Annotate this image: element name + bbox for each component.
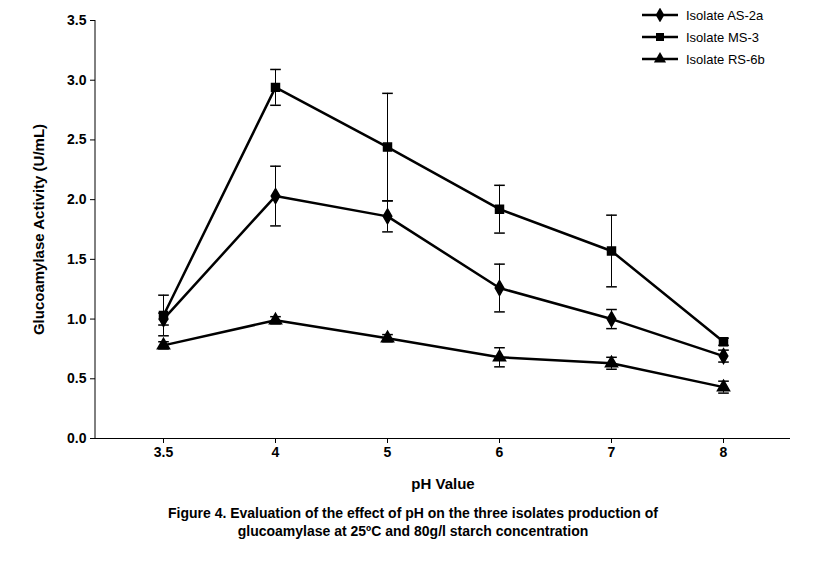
html-text:Isolate AS-2a: Isolate AS-2a — [686, 7, 764, 23]
svg-text:7: 7 — [608, 444, 616, 460]
html-text:Figure 4. Evaluation of the ef: Figure 4. Evaluation of the effect of pH… — [168, 505, 658, 539]
svg-text:2.5: 2.5 — [67, 131, 87, 147]
svg-text:3.0: 3.0 — [67, 72, 87, 88]
svg-text:pH Value: pH Value — [411, 475, 474, 492]
svg-text:Glucoamylase Activity (U/mL): Glucoamylase Activity (U/mL) — [30, 124, 47, 335]
html-text:Isolate RS-6b: Isolate RS-6b — [686, 51, 765, 67]
svg-text:3.5: 3.5 — [154, 444, 174, 460]
svg-text:4: 4 — [272, 444, 280, 460]
svg-text:8: 8 — [720, 444, 728, 460]
svg-text:0.0: 0.0 — [67, 430, 87, 446]
svg-text:3.5: 3.5 — [67, 12, 87, 28]
svg-text:1.5: 1.5 — [67, 251, 87, 267]
html-text:Isolate MS-3: Isolate MS-3 — [686, 29, 759, 45]
svg-text:1.0: 1.0 — [67, 311, 87, 327]
svg-text:5: 5 — [384, 444, 392, 460]
svg-text:0.5: 0.5 — [67, 370, 87, 386]
svg-text:6: 6 — [496, 444, 504, 460]
svg-text:2.0: 2.0 — [67, 191, 87, 207]
